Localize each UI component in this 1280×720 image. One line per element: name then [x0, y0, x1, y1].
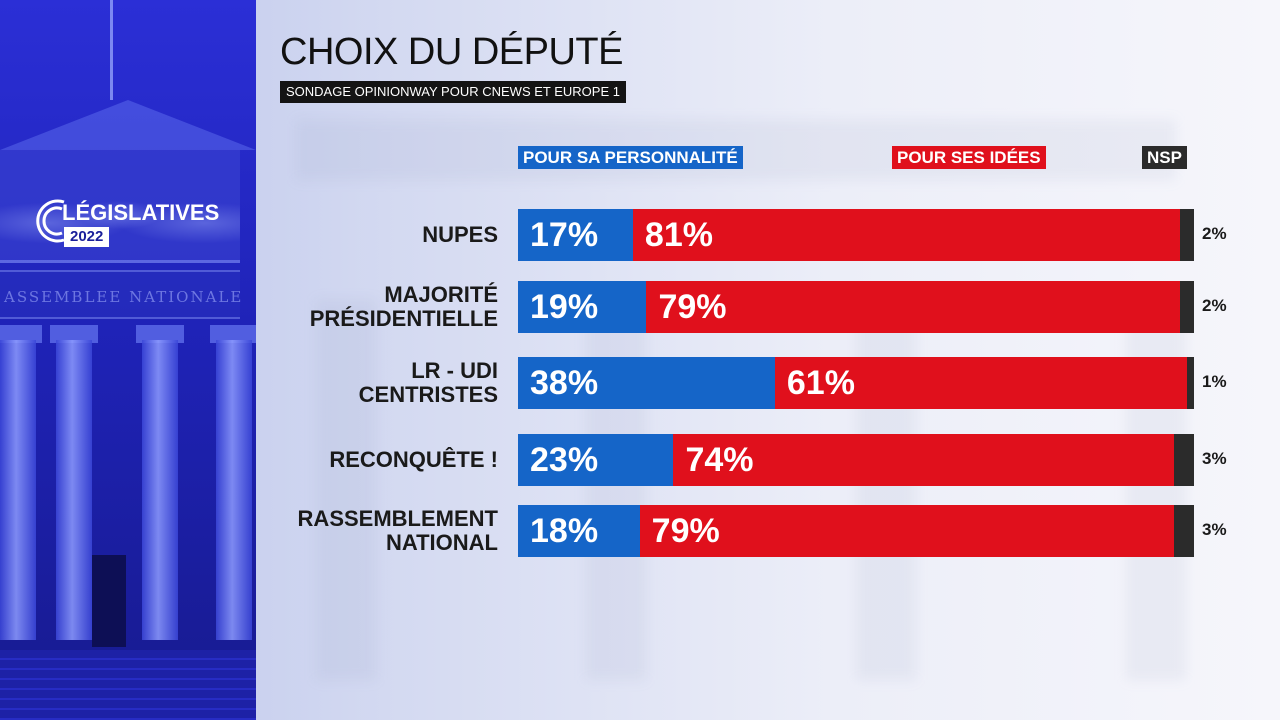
bar-segment	[639, 505, 1174, 557]
category-label: RASSEMBLEMENT NATIONAL	[298, 507, 498, 555]
bar-segment	[518, 505, 640, 557]
bar-value-label: 79%	[651, 511, 720, 550]
category-label-line: LR - UDI	[411, 358, 498, 383]
category-label: MAJORITÉ PRÉSIDENTIELLE	[310, 283, 498, 331]
bar-value-label: 17%	[530, 215, 599, 254]
bar-segment	[632, 209, 1181, 261]
nsp-value-label: 1%	[1202, 372, 1227, 391]
building-door	[92, 555, 126, 647]
bar-segment	[518, 357, 775, 409]
bar-value-label: 19%	[530, 287, 599, 326]
bar-segment	[1180, 209, 1194, 261]
bar-value-label: 81%	[644, 215, 713, 254]
nsp-value-label: 3%	[1202, 449, 1227, 468]
bar-segment	[673, 434, 1174, 486]
category-label: LR - UDI CENTRISTES	[359, 359, 498, 407]
column-capital	[136, 325, 184, 343]
category-label-line: NATIONAL	[385, 530, 498, 555]
building-column	[0, 340, 36, 640]
column-capital	[210, 325, 256, 343]
nsp-value-label: 3%	[1202, 520, 1227, 539]
category-label-line: PRÉSIDENTIELLE	[309, 306, 498, 331]
building-steps	[0, 650, 256, 720]
nsp-value-label: 2%	[1202, 224, 1227, 243]
bar-value-label: 74%	[685, 440, 754, 479]
bar-value-label: 79%	[658, 287, 727, 326]
column-capital	[50, 325, 98, 343]
building-frieze	[0, 150, 240, 263]
bar-segment	[518, 434, 674, 486]
building-entablature	[0, 270, 240, 319]
bar-value-label: 38%	[530, 363, 599, 402]
logo-arc-icon	[36, 199, 65, 243]
legislatives-logo: LÉGISLATIVES 2022	[32, 196, 232, 256]
bar-segment	[518, 281, 647, 333]
category-label-line: NUPES	[422, 222, 498, 247]
legend-nsp: NSP	[1142, 146, 1187, 169]
bar-segment	[1180, 281, 1194, 333]
category-label-line: MAJORITÉ	[384, 282, 498, 307]
bar-value-label: 18%	[530, 511, 599, 550]
page-subtitle: SONDAGE OPINIONWAY POUR CNEWS ET EUROPE …	[280, 81, 626, 103]
logo-year: 2022	[64, 227, 110, 247]
logo-word: LÉGISLATIVES	[62, 200, 220, 225]
bar-segment	[774, 357, 1188, 409]
bar-segment	[518, 209, 633, 261]
legend-personnalite: POUR SA PERSONNALITÉ	[518, 146, 743, 169]
category-label-line: RECONQUÊTE !	[329, 447, 498, 472]
bar-value-label: 61%	[786, 363, 855, 402]
bar-segment	[646, 281, 1181, 333]
category-label: NUPES	[422, 223, 498, 247]
legend-idees: POUR SES IDÉES	[892, 146, 1046, 169]
building-inscription: ASSEMBLEE NATIONALE	[4, 288, 244, 306]
bar-segment	[1173, 434, 1194, 486]
nsp-value-label: 2%	[1202, 296, 1227, 315]
bar-segment	[1173, 505, 1194, 557]
column-capital	[0, 325, 42, 343]
bar-value-label: 23%	[530, 440, 599, 479]
category-label: RECONQUÊTE !	[329, 448, 498, 472]
building-column	[216, 340, 252, 640]
category-label-line: CENTRISTES	[358, 382, 498, 407]
flagpole	[110, 0, 113, 100]
category-label-line: RASSEMBLEMENT	[297, 506, 498, 531]
bar-segment	[1187, 357, 1194, 409]
building-column	[142, 340, 178, 640]
side-panel: ASSEMBLEE NATIONALE LÉGISLATIVES 2022	[0, 0, 256, 720]
page-title: CHOIX DU DÉPUTÉ	[280, 31, 623, 73]
building-column	[56, 340, 92, 640]
building-pediment	[0, 100, 256, 150]
